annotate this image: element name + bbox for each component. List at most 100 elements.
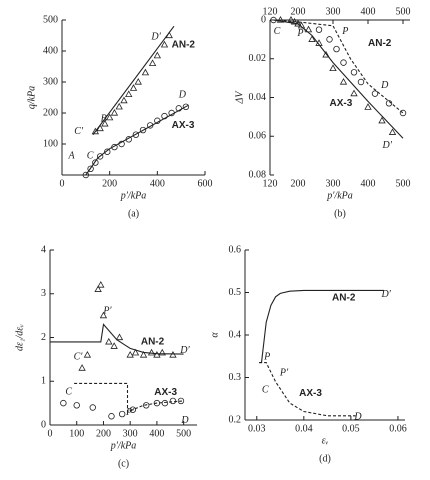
triangle-marker (97, 280, 105, 288)
y-tick-label: 0.08 (249, 169, 267, 180)
annotation: P′ (102, 306, 112, 317)
circle-marker (118, 140, 125, 148)
annotation: P (341, 26, 348, 37)
triangle-marker (91, 127, 100, 135)
triangle-marker (134, 77, 142, 85)
circle-marker (399, 109, 407, 117)
circle-marker (125, 136, 132, 143)
annotation: P (263, 351, 270, 362)
x-tick-label: 0.06 (389, 423, 407, 434)
x-tick-label: 200 (102, 178, 117, 189)
circle-marker (108, 413, 115, 420)
circle-marker (169, 397, 177, 405)
annotation: B (101, 113, 107, 124)
triangle-marker (294, 19, 302, 27)
circle-marker (143, 402, 150, 409)
triangle-marker (304, 25, 313, 33)
triangle-marker (388, 128, 397, 135)
triangle-marker (129, 84, 138, 91)
circle-marker (161, 112, 168, 120)
triangle-marker (276, 15, 285, 23)
circle-marker (60, 399, 67, 407)
circle-marker (326, 36, 333, 43)
panel: 120 200 300 400 500 120 200 300 400 500 0 0.02 0.04 0… (234, 6, 410, 219)
triangle-marker (147, 348, 156, 356)
panel: 0 100 200 300 400 500 0 1 2 3 4 p′/kPa dε₁/dεᵥ (c) AN-… (14, 244, 197, 469)
x-tick-label: 120 (263, 178, 278, 189)
x-tick-label: 120 (263, 6, 278, 17)
circle-marker (340, 59, 347, 66)
triangle-marker (322, 50, 330, 58)
annotation: C (274, 26, 281, 37)
triangle-marker (169, 350, 177, 358)
x-tick-label: 0.05 (342, 423, 360, 434)
panel-caption: (c) (118, 458, 129, 469)
series-label: AX-3 (330, 98, 353, 109)
annotation: D (178, 89, 187, 100)
triangle-marker (105, 113, 114, 121)
x-tick-label: 300 (326, 178, 341, 189)
x-tick-label: 400 (361, 178, 376, 189)
y-tick-label: 0.04 (249, 92, 267, 103)
annotation: D′ (179, 345, 190, 356)
circle-marker (175, 105, 182, 112)
y-tick-label: 100 (43, 138, 58, 149)
y-tick-label: 400 (43, 45, 58, 56)
y-tick-label: 0.2 (229, 414, 242, 425)
y-tick-label: 0.02 (249, 53, 267, 64)
x-tick-label: 200 (96, 428, 111, 439)
annotation: D (180, 415, 189, 426)
annotation: C (65, 386, 72, 397)
series-label: AN-2 (141, 337, 165, 348)
triangle-marker (101, 119, 109, 127)
triangle-marker (364, 103, 372, 110)
y-axis-label: ΔV (234, 90, 245, 105)
triangle-marker (131, 348, 140, 356)
y-tick-label: 0.4 (229, 329, 242, 340)
circle-marker (182, 103, 190, 110)
triangle-marker (115, 333, 124, 341)
x-tick-label: 0 (48, 428, 53, 439)
triangle-marker (339, 77, 348, 85)
triangle-marker (329, 64, 337, 72)
x-tick-label: 600 (198, 178, 213, 189)
circle-marker (350, 69, 358, 76)
circle-marker (153, 399, 161, 407)
circle-marker (371, 90, 379, 97)
panel-caption: (a) (128, 208, 139, 219)
x-tick-label: 300 (123, 428, 138, 439)
circle-marker (92, 159, 99, 166)
x-tick-label: 300 (326, 6, 341, 17)
x-tick-label: 400 (361, 6, 376, 17)
annotation: D′ (382, 140, 393, 151)
y-tick-label: 0 (261, 14, 266, 25)
x-tick-label: 0.03 (248, 423, 266, 434)
series-label: AX-3 (154, 387, 177, 398)
y-tick-label: 300 (43, 76, 58, 87)
series-line (259, 362, 356, 417)
triangle-marker (110, 342, 118, 349)
annotation: D (380, 80, 389, 91)
x-tick-label: 500 (396, 6, 411, 17)
circle-marker (129, 406, 137, 413)
triangle-marker (110, 108, 119, 116)
triangle-marker (105, 337, 113, 345)
triangle-marker (153, 51, 162, 59)
annotation: D′ (380, 289, 391, 300)
fit-line (273, 19, 404, 114)
x-tick-label: 500 (396, 178, 411, 189)
y-tick-label: 200 (43, 107, 58, 118)
triangle-marker (165, 31, 173, 39)
circle-marker (385, 100, 393, 107)
circle-marker (161, 399, 169, 407)
triangle-marker (287, 15, 295, 23)
triangle-marker (160, 40, 169, 48)
circle-marker (111, 143, 118, 151)
x-tick-label: 200 (291, 178, 306, 189)
triangle-marker (115, 102, 123, 110)
x-tick-label: 100 (69, 428, 84, 439)
triangle-marker (94, 285, 102, 292)
triangle-marker (315, 39, 323, 46)
annotation: P′ (125, 407, 135, 418)
